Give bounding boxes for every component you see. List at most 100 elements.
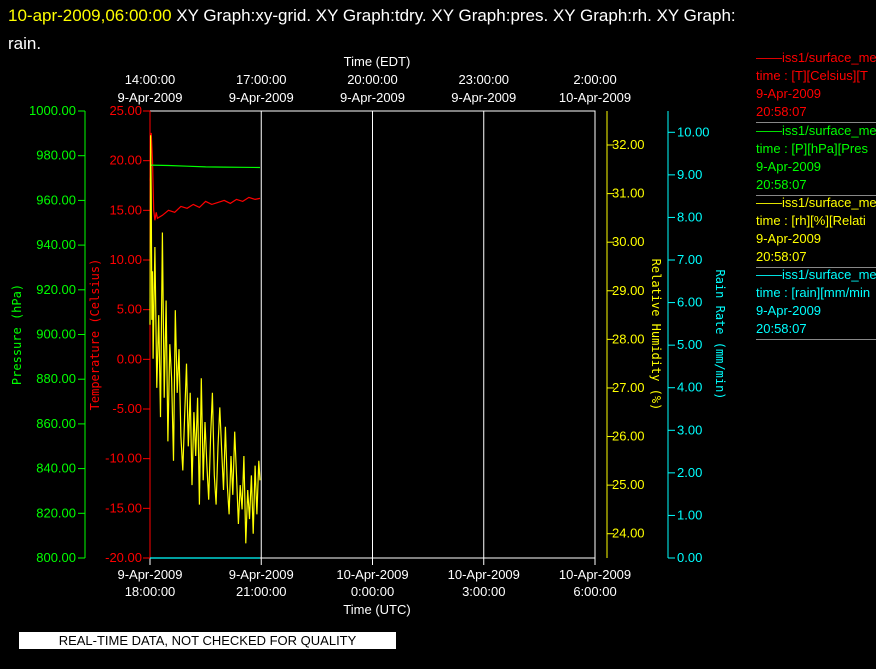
legend-divider bbox=[756, 339, 876, 340]
rain-axis-title: Rain Rate (mm/min) bbox=[713, 269, 727, 399]
rain-tick-label: 8.00 bbox=[677, 209, 702, 224]
rain-tick-label: 6.00 bbox=[677, 295, 702, 310]
x-tick-label-bottom-date: 10-Apr-2009 bbox=[559, 567, 631, 582]
temperature-tick-label: -10.00 bbox=[105, 451, 142, 466]
pressure-tick-label: 840.00 bbox=[36, 461, 76, 476]
x-tick-label-top-time: 2:00:00 bbox=[573, 72, 616, 87]
rain-tick-label: 7.00 bbox=[677, 252, 702, 267]
temperature-tick-label: -20.00 bbox=[105, 550, 142, 565]
x-tick-label-bottom-time: 6:00:00 bbox=[573, 584, 616, 599]
legend-series-time: 20:58:07 bbox=[756, 177, 807, 192]
rh-tick-label: 25.00 bbox=[612, 477, 645, 492]
x-tick-label-bottom-date: 10-Apr-2009 bbox=[448, 567, 520, 582]
legend-series-date: 9-Apr-2009 bbox=[756, 231, 822, 246]
legend-series-field: time : [P][hPa][Pres bbox=[756, 141, 868, 156]
x-tick-label-top-date: 10-Apr-2009 bbox=[559, 90, 631, 105]
header-graph-list-cont: rain. bbox=[8, 34, 42, 53]
legend-series-field: time : [T][Celsius][T bbox=[756, 68, 868, 83]
legend-series-name: ——iss1/surface_me bbox=[756, 195, 876, 210]
legend-series-field: time : [rain][mm/min bbox=[756, 285, 871, 300]
pressure-tick-label: 800.00 bbox=[36, 550, 76, 565]
rain-tick-label: 3.00 bbox=[677, 422, 702, 437]
pressure-axis-title: Pressure (hPa) bbox=[10, 284, 24, 385]
rh-tick-label: 28.00 bbox=[612, 331, 645, 346]
header-graph-list: XY Graph:xy-grid. XY Graph:tdry. XY Grap… bbox=[176, 6, 736, 25]
rh-axis-title: Relative Humidity (%) bbox=[649, 259, 663, 411]
legend-series-time: 20:58:07 bbox=[756, 249, 807, 264]
rain-tick-label: 2.00 bbox=[677, 465, 702, 480]
x-tick-label-top-date: 9-Apr-2009 bbox=[340, 90, 405, 105]
top-axis-title: Time (EDT) bbox=[344, 54, 411, 69]
legend-series-date: 9-Apr-2009 bbox=[756, 159, 822, 174]
pressure-tick-label: 820.00 bbox=[36, 505, 76, 520]
rh-tick-label: 24.00 bbox=[612, 526, 645, 541]
x-tick-label-top-time: 23:00:00 bbox=[458, 72, 509, 87]
temperature-tick-label: 0.00 bbox=[117, 351, 142, 366]
x-tick-label-bottom-time: 3:00:00 bbox=[462, 584, 505, 599]
legend-divider bbox=[756, 195, 876, 196]
temperature-axis-title: Temperature (Celsius) bbox=[88, 259, 102, 411]
rain-tick-label: 10.00 bbox=[677, 124, 710, 139]
temperature-tick-label: 10.00 bbox=[109, 252, 142, 267]
x-tick-label-bottom-date: 9-Apr-2009 bbox=[117, 567, 182, 582]
legend-series-name: ——iss1/surface_me bbox=[756, 50, 876, 65]
temperature-tick-label: -15.00 bbox=[105, 500, 142, 515]
legend-series-name: ——iss1/surface_me bbox=[756, 123, 876, 138]
rh-tick-label: 29.00 bbox=[612, 283, 645, 298]
rain-tick-label: 0.00 bbox=[677, 550, 702, 565]
header-timestamp: 10-apr-2009,06:00:00 bbox=[8, 6, 172, 25]
pressure-tick-label: 960.00 bbox=[36, 192, 76, 207]
rain-tick-label: 5.00 bbox=[677, 337, 702, 352]
legend-divider bbox=[756, 267, 876, 268]
x-tick-label-top-date: 9-Apr-2009 bbox=[451, 90, 516, 105]
legend-series-field: time : [rh][%][Relati bbox=[756, 213, 866, 228]
pressure-tick-label: 900.00 bbox=[36, 327, 76, 342]
x-tick-label-bottom-time: 21:00:00 bbox=[236, 584, 287, 599]
pressure-tick-label: 940.00 bbox=[36, 237, 76, 252]
x-tick-label-top-date: 9-Apr-2009 bbox=[229, 90, 294, 105]
rh-series-line bbox=[149, 135, 261, 544]
x-tick-label-bottom-date: 10-Apr-2009 bbox=[336, 567, 408, 582]
temperature-tick-label: -5.00 bbox=[112, 401, 142, 416]
pressure-series-line bbox=[149, 164, 261, 169]
x-tick-label-top-time: 14:00:00 bbox=[125, 72, 176, 87]
rain-tick-label: 4.00 bbox=[677, 380, 702, 395]
pressure-tick-label: 880.00 bbox=[36, 371, 76, 386]
pressure-tick-label: 860.00 bbox=[36, 416, 76, 431]
pressure-tick-label: 920.00 bbox=[36, 282, 76, 297]
rain-tick-label: 9.00 bbox=[677, 167, 702, 182]
rh-tick-label: 27.00 bbox=[612, 380, 645, 395]
x-tick-label-top-date: 9-Apr-2009 bbox=[117, 90, 182, 105]
legend-series-name: ——iss1/surface_me bbox=[756, 267, 876, 282]
pressure-tick-label: 980.00 bbox=[36, 148, 76, 163]
temperature-tick-label: 5.00 bbox=[117, 302, 142, 317]
rh-tick-label: 31.00 bbox=[612, 186, 645, 201]
temperature-tick-label: 25.00 bbox=[109, 103, 142, 118]
x-tick-label-bottom-time: 18:00:00 bbox=[125, 584, 176, 599]
bottom-axis-title: Time (UTC) bbox=[343, 602, 410, 617]
rh-tick-label: 30.00 bbox=[612, 234, 645, 249]
legend-series-date: 9-Apr-2009 bbox=[756, 86, 822, 101]
temperature-tick-label: 20.00 bbox=[109, 153, 142, 168]
legend-series-time: 20:58:07 bbox=[756, 104, 807, 119]
legend-series-date: 9-Apr-2009 bbox=[756, 303, 822, 318]
x-tick-label-bottom-time: 0:00:00 bbox=[351, 584, 394, 599]
temperature-tick-label: 15.00 bbox=[109, 202, 142, 217]
quality-warning: REAL-TIME DATA, NOT CHECKED FOR QUALITY bbox=[19, 632, 396, 649]
x-tick-label-top-time: 17:00:00 bbox=[236, 72, 287, 87]
rh-tick-label: 32.00 bbox=[612, 137, 645, 152]
pressure-tick-label: 1000.00 bbox=[29, 103, 76, 118]
rain-tick-label: 1.00 bbox=[677, 507, 702, 522]
legend-divider bbox=[756, 122, 876, 123]
temperature-series-line bbox=[149, 132, 261, 221]
rh-tick-label: 26.00 bbox=[612, 429, 645, 444]
x-tick-label-bottom-date: 9-Apr-2009 bbox=[229, 567, 294, 582]
graph-header: 10-apr-2009,06:00:00 XY Graph:xy-grid. X… bbox=[8, 2, 868, 58]
x-tick-label-top-time: 20:00:00 bbox=[347, 72, 398, 87]
legend-series-time: 20:58:07 bbox=[756, 321, 807, 336]
